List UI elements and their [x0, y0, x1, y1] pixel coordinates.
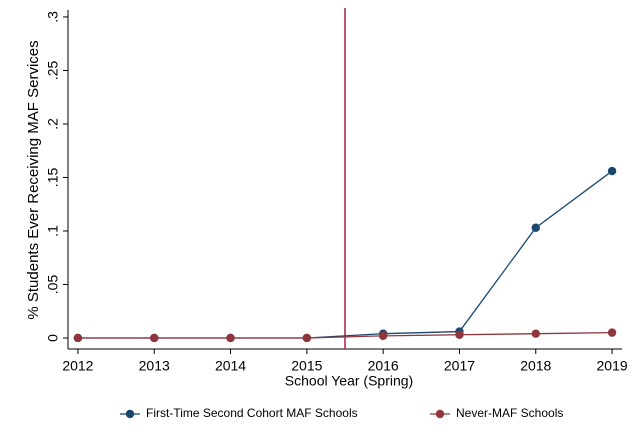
x-axis-title: School Year (Spring) — [285, 373, 413, 389]
y-tick-label: .3 — [45, 11, 61, 23]
x-tick-label: 2018 — [520, 358, 551, 374]
x-tick-label: 2016 — [368, 358, 399, 374]
legend-label: First-Time Second Cohort MAF Schools — [146, 406, 358, 420]
legend-marker — [435, 409, 445, 419]
data-point — [531, 329, 540, 338]
legend-marker — [125, 409, 135, 419]
y-tick-label: .15 — [45, 168, 61, 188]
x-tick-label: 2013 — [139, 358, 170, 374]
data-point — [531, 223, 540, 232]
x-tick-label: 2019 — [597, 358, 628, 374]
x-tick-label: 2012 — [62, 358, 93, 374]
data-point — [378, 331, 388, 341]
y-tick-label: .2 — [45, 118, 61, 130]
data-point — [607, 166, 617, 176]
data-point — [302, 333, 312, 343]
x-tick-label: 2015 — [291, 358, 322, 374]
data-point — [607, 328, 617, 337]
series-line — [77, 331, 613, 339]
data-point — [73, 333, 83, 343]
x-tick-label: 2014 — [215, 358, 246, 374]
y-tick-label: .25 — [45, 61, 61, 81]
y-axis-title: % Students Ever Receiving MAF Services — [25, 40, 42, 319]
data-point — [150, 333, 159, 343]
legend-label: Never-MAF Schools — [456, 406, 563, 420]
data-point — [226, 333, 235, 343]
y-tick-label: .1 — [45, 225, 61, 237]
y-tick-label: .05 — [45, 275, 61, 295]
x-tick-label: 2017 — [444, 358, 475, 374]
y-tick-label: 0 — [45, 334, 61, 342]
data-point — [455, 330, 464, 339]
